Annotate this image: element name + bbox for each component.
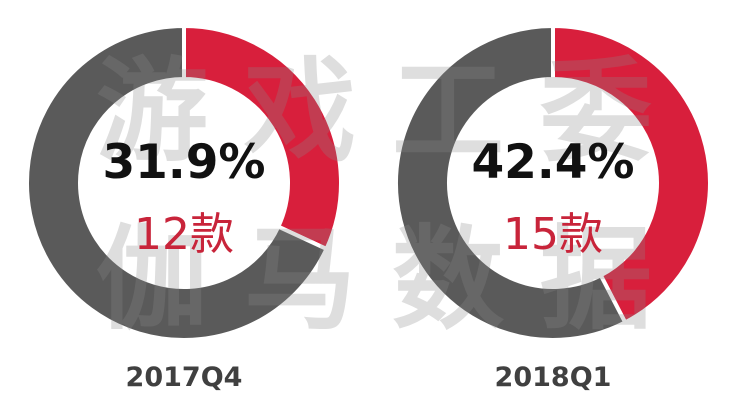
watermark-char: 马 [244, 215, 356, 345]
donut-slice-highlight [551, 23, 712, 326]
donut-2018q1 [394, 23, 712, 342]
watermark-char: 数 [392, 215, 504, 345]
watermark: 游 戏 工 委 伽 马 数 据 [96, 47, 652, 345]
watermark-char: 委 [540, 47, 652, 177]
count-label-2017q4: 12款 [134, 209, 234, 260]
watermark-char: 戏 [244, 47, 356, 177]
count-label-2018q1: 15款 [503, 209, 603, 260]
percent-label-2017q4: 31.9% [102, 135, 265, 190]
watermark-char: 游 [96, 47, 208, 177]
donut-slice-remainder [394, 23, 628, 342]
period-label-2017q4: 2017Q4 [126, 362, 243, 393]
watermark-char: 工 [392, 47, 504, 177]
watermark-char: 伽 [96, 215, 208, 345]
donut-slice-highlight [182, 23, 343, 252]
watermark-char: 据 [540, 215, 652, 345]
donut-slice-remainder [25, 23, 330, 342]
donut-2017q4 [25, 23, 343, 342]
period-label-2018q1: 2018Q1 [495, 362, 612, 393]
percent-label-2018q1: 42.4% [471, 135, 634, 190]
